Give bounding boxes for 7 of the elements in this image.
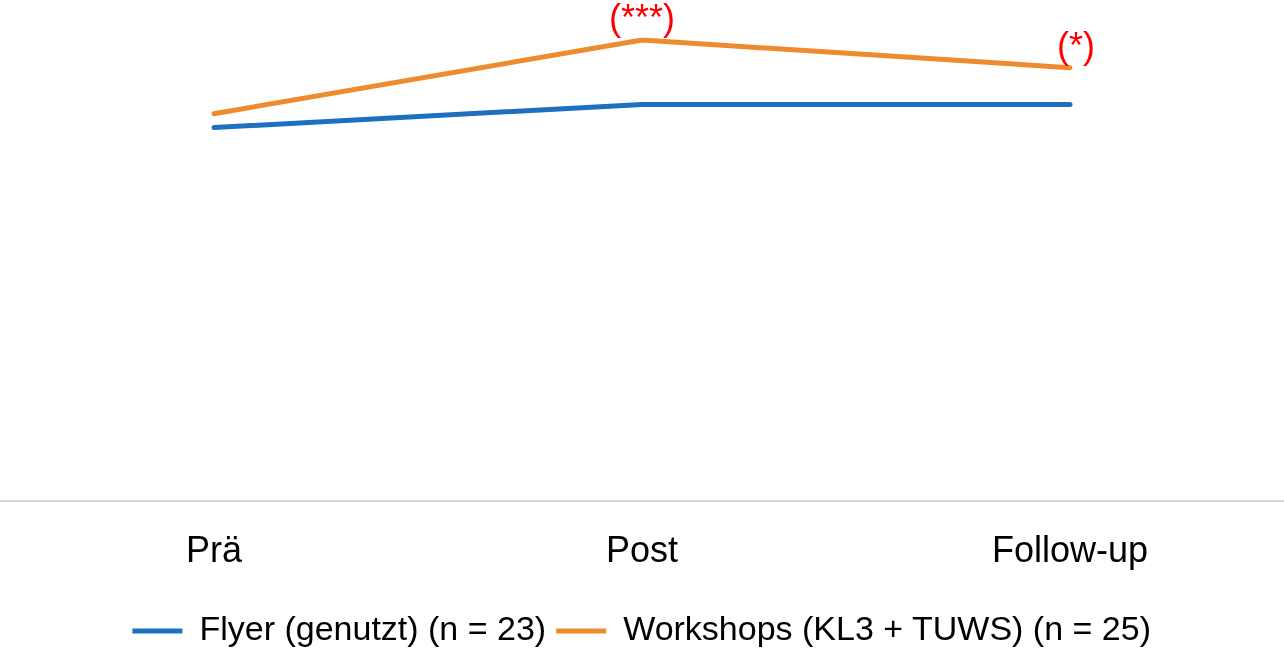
legend-label: Workshops (KL3 + TUWS) (n = 25): [623, 609, 1151, 648]
x-tick-label: Follow-up: [991, 529, 1149, 571]
x-tick-label: Post: [605, 529, 679, 571]
legend-label: Flyer (genutzt) (n = 23): [199, 609, 547, 648]
annotation: (***): [608, 0, 676, 38]
x-tick-label: Prä: [185, 529, 243, 571]
annotation: (*): [1057, 24, 1095, 66]
